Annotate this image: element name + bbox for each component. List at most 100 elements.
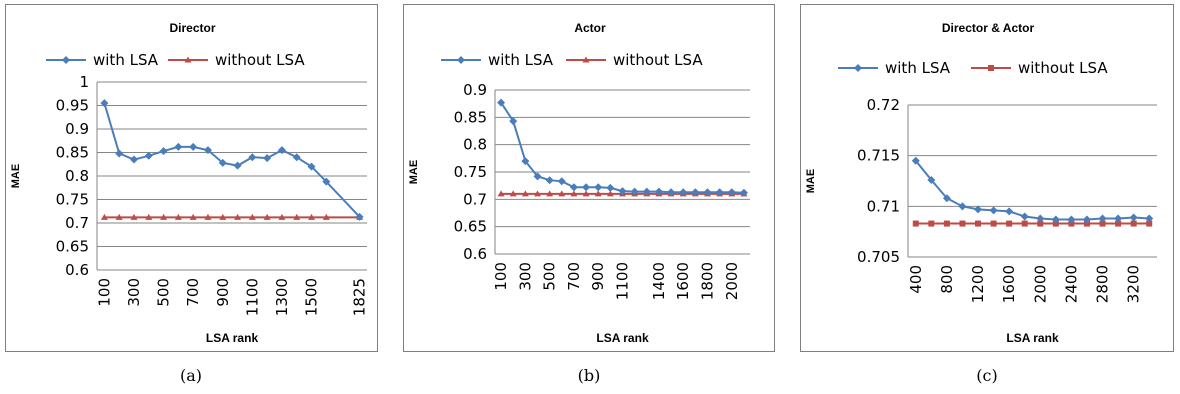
data-point-with-lsa	[739, 188, 748, 197]
data-point-with-lsa	[667, 188, 676, 197]
data-point-with-lsa	[533, 172, 542, 181]
data-point-with-lsa	[974, 205, 983, 214]
data-point-with-lsa	[129, 155, 138, 164]
data-point-with-lsa	[322, 177, 331, 186]
legend-marker-with-lsa	[457, 56, 465, 64]
data-point-with-lsa	[307, 162, 316, 171]
data-point-without-lsa	[570, 190, 578, 197]
data-point-with-lsa	[509, 117, 518, 126]
y-tick-label: 0.705	[857, 248, 900, 266]
data-point-with-lsa	[927, 175, 936, 184]
y-tick-label: 0.85	[56, 144, 89, 162]
x-axis-label: LSA rank	[596, 331, 649, 345]
x-tick-label: 100	[492, 262, 510, 291]
x-tick-label: 1600	[1000, 265, 1018, 303]
y-axis-label: MAE	[805, 169, 817, 193]
chart-title: Director & Actor	[942, 21, 1035, 35]
legend-label-with-lsa: with LSA	[885, 59, 951, 77]
x-tick-label: 1825	[351, 278, 369, 316]
data-point-with-lsa	[218, 158, 227, 167]
chart-svg-director-actor: Director & Actor with LSA without LSA 0.705…	[805, 21, 1157, 345]
x-tick-label: 1100	[243, 278, 261, 316]
data-point-without-lsa	[1052, 220, 1059, 227]
data-point-with-lsa	[115, 149, 124, 158]
data-point-without-lsa	[594, 190, 602, 197]
data-point-without-lsa	[1099, 220, 1106, 227]
data-point-without-lsa	[1006, 220, 1013, 227]
data-point-with-lsa	[582, 183, 591, 192]
chart-title: Director	[169, 21, 215, 35]
data-point-with-lsa	[1036, 214, 1045, 223]
data-point-with-lsa	[1067, 215, 1076, 224]
legend-marker-with-lsa	[854, 64, 862, 72]
data-point-without-lsa	[308, 213, 316, 220]
y-tick-label: 0.85	[454, 108, 487, 126]
data-point-without-lsa	[189, 213, 197, 220]
data-point-with-lsa	[989, 206, 998, 215]
data-point-without-lsa	[115, 213, 123, 220]
x-tick-label: 1300	[273, 278, 291, 316]
y-tick-label: 1	[79, 73, 89, 91]
data-point-with-lsa	[277, 146, 286, 155]
x-tick-label: 1600	[674, 262, 692, 300]
data-point-without-lsa	[943, 220, 950, 227]
legend-marker-without-lsa	[184, 56, 192, 63]
data-point-without-lsa	[497, 190, 505, 197]
data-point-without-lsa	[534, 190, 541, 197]
data-point-with-lsa	[497, 98, 506, 107]
x-tick-label: 2800	[1094, 265, 1112, 303]
data-point-without-lsa	[160, 213, 168, 220]
x-tick-label: 500	[541, 262, 559, 291]
data-point-without-lsa	[912, 220, 919, 227]
legend-marker-without-lsa	[988, 65, 994, 71]
data-point-with-lsa	[355, 212, 364, 221]
data-point-without-lsa	[174, 213, 182, 220]
data-point-with-lsa	[1114, 214, 1123, 223]
data-point-without-lsa	[293, 213, 301, 220]
data-point-without-lsa	[606, 190, 614, 197]
data-point-with-lsa	[100, 99, 109, 108]
y-tick-label: 0.72	[867, 96, 900, 114]
chart-panel-director: Director with LSA without LSA 0.6 0.65 0.7 0.7…	[5, 4, 378, 352]
caption-c: (c)	[976, 366, 998, 385]
data-point-with-lsa	[594, 183, 603, 192]
data-point-with-lsa	[654, 187, 663, 196]
y-tick-label: 0.75	[56, 191, 89, 209]
y-tick-label: 0.65	[56, 238, 89, 256]
y-tick-label: 0.6	[463, 245, 487, 263]
x-tick-label: 900	[214, 278, 232, 307]
y-tick-label: 0.71	[867, 197, 900, 215]
data-point-with-lsa	[557, 177, 566, 186]
data-point-with-lsa	[159, 147, 168, 156]
y-tick-label: 0.95	[56, 97, 89, 115]
legend-marker-with-lsa	[62, 56, 70, 64]
x-tick-label: 100	[95, 278, 113, 307]
data-point-without-lsa	[546, 190, 554, 197]
x-tick-label: 2400	[1062, 265, 1080, 303]
data-point-without-lsa	[990, 220, 997, 227]
data-point-with-lsa	[1020, 212, 1029, 221]
data-point-without-lsa	[1068, 220, 1075, 227]
y-tick-label: 0.7	[463, 190, 487, 208]
data-point-with-lsa	[521, 157, 530, 166]
y-axis-label: MAE	[408, 160, 420, 184]
x-tick-label: 2000	[723, 262, 741, 300]
data-point-with-lsa	[911, 156, 920, 165]
data-point-without-lsa	[263, 213, 271, 220]
data-point-without-lsa	[509, 190, 517, 197]
legend-label-without-lsa: without LSA	[613, 51, 703, 69]
data-point-with-lsa	[691, 188, 700, 197]
data-point-with-lsa	[727, 188, 736, 197]
data-point-with-lsa	[1129, 213, 1138, 222]
x-tick-label: 700	[184, 278, 202, 307]
legend-label-with-lsa: with LSA	[488, 51, 554, 69]
data-point-with-lsa	[203, 146, 212, 155]
x-axis-label: LSA rank	[1006, 331, 1059, 345]
data-point-without-lsa	[248, 213, 256, 220]
data-point-with-lsa	[1051, 215, 1060, 224]
data-point-with-lsa	[618, 187, 627, 196]
data-point-without-lsa	[928, 220, 935, 227]
data-point-without-lsa	[1130, 220, 1137, 227]
caption-b: (b)	[577, 366, 601, 385]
y-axis-label: MAE	[10, 164, 22, 188]
